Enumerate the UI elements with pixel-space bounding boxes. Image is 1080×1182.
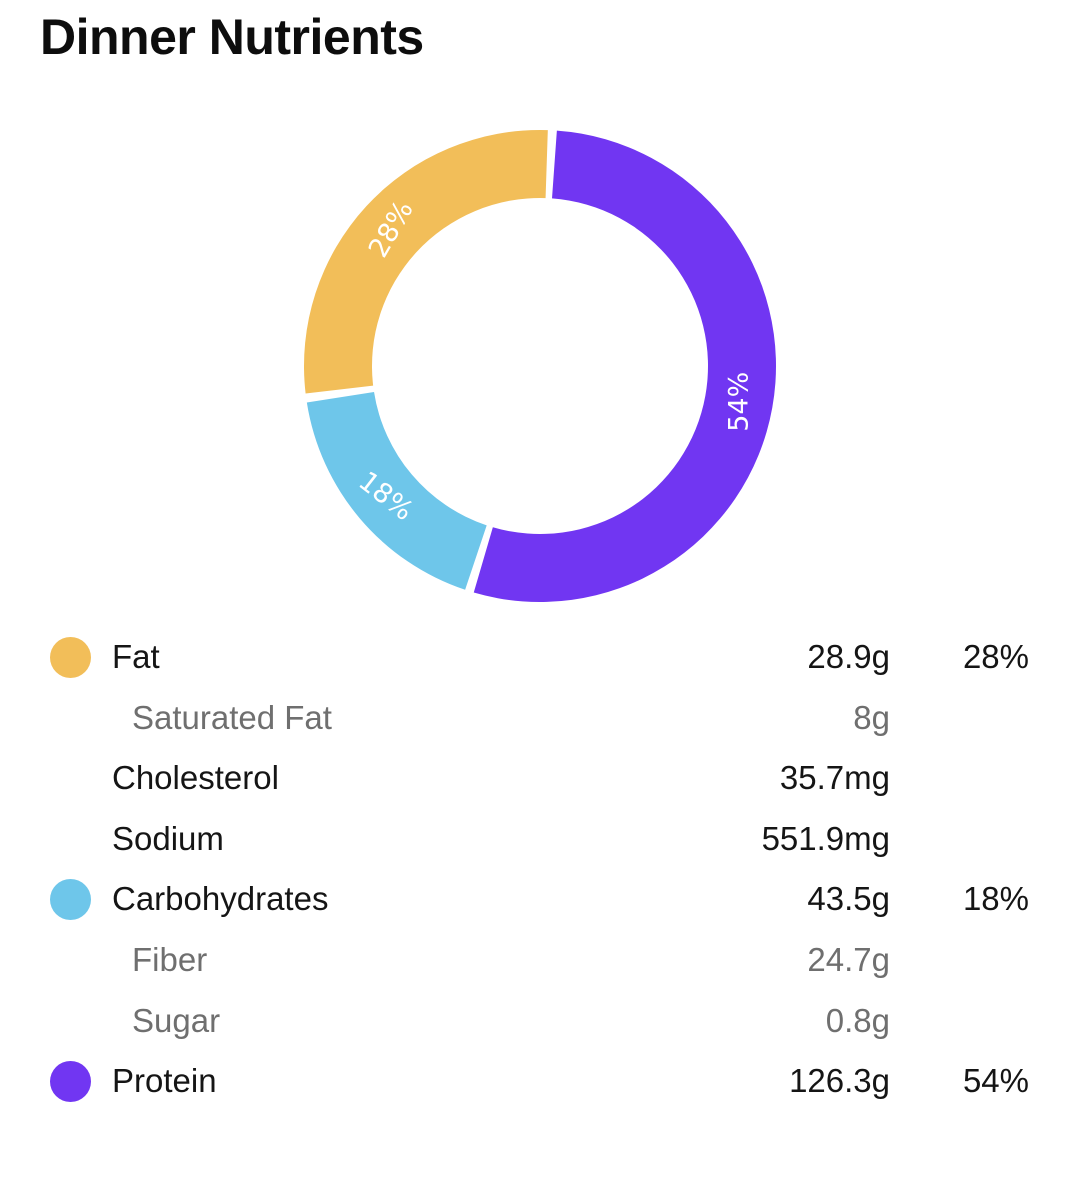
nutrient-amount: 28.9g — [807, 638, 890, 675]
nutrient-amount: 0.8g — [825, 1001, 890, 1039]
slice-protein — [473, 130, 776, 602]
nutrient-row-sugar: Sugar 0.8g — [0, 989, 1080, 1050]
nutrient-row-protein: Protein 126.3g 54% — [0, 1049, 1080, 1110]
nutrient-amount: 24.7g — [807, 940, 890, 978]
nutrient-row-saturated-fat: Saturated Fat 8g — [0, 686, 1080, 747]
nutrient-amount: 35.7mg — [779, 759, 890, 797]
macros-donut-chart: 54%18%28% — [304, 130, 776, 602]
nutrient-amount: 126.3g — [789, 1062, 890, 1100]
nutrient-name: Sugar — [132, 1001, 221, 1039]
nutrient-percent: 18% — [962, 880, 1029, 918]
nutrient-percent: 28% — [962, 638, 1029, 675]
nutrient-row-sodium: Sodium 551.9mg — [0, 807, 1080, 868]
fat-dot-icon — [50, 637, 91, 678]
page-title: Dinner Nutrients — [40, 9, 424, 65]
nutrient-row-fiber: Fiber 24.7g — [0, 928, 1080, 989]
slice-fat — [304, 130, 548, 394]
nutrient-name: Fat — [112, 638, 160, 675]
slice-label-protein: 54% — [723, 372, 754, 432]
nutrient-table: Fat 28.9g 28% Saturated Fat 8g Cholesterol 35.… — [0, 625, 1080, 1110]
nutrient-percent: 54% — [962, 1062, 1029, 1100]
nutrient-amount: 43.5g — [807, 880, 890, 918]
nutrient-row-fat: Fat 28.9g 28% — [0, 625, 1080, 686]
nutrient-name: Cholesterol — [112, 759, 279, 797]
nutrient-name: Protein — [112, 1062, 217, 1100]
carbohydrates-dot-icon — [50, 879, 91, 921]
nutrient-name: Saturated Fat — [132, 698, 332, 736]
nutrient-row-carbohydrates: Carbohydrates 43.5g 18% — [0, 867, 1080, 928]
slice-carbohydrates — [306, 391, 487, 590]
nutrient-amount: 8g — [853, 698, 890, 736]
nutrient-name: Fiber — [132, 940, 208, 978]
nutrient-row-cholesterol: Cholesterol 35.7mg — [0, 746, 1080, 807]
nutrient-name: Sodium — [112, 819, 224, 857]
nutrient-name: Carbohydrates — [112, 880, 329, 918]
nutrient-amount: 551.9mg — [761, 819, 890, 857]
protein-dot-icon — [50, 1061, 91, 1103]
